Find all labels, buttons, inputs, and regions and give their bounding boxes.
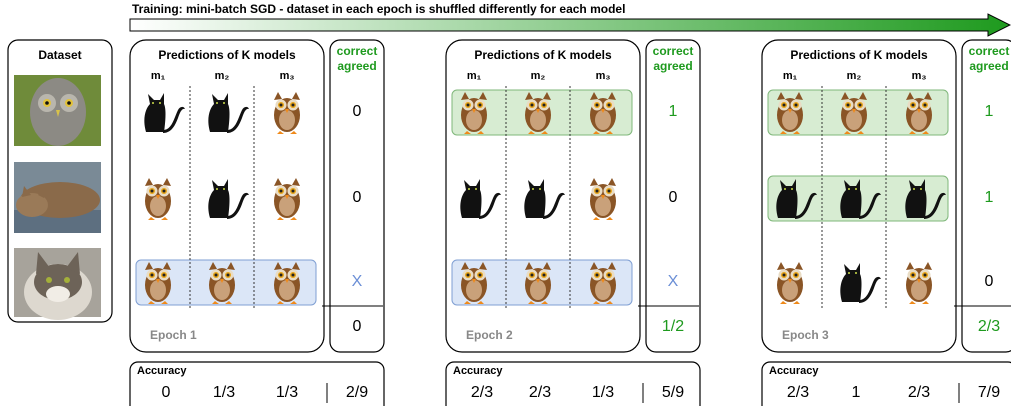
- correct-header: correct: [653, 44, 694, 58]
- dataset-box: [7, 39, 113, 323]
- accuracy-label: Accuracy: [137, 365, 187, 377]
- correct-header: agreed: [653, 59, 692, 73]
- accuracy-overall: 7/9: [978, 384, 1000, 401]
- cat-icon: [208, 179, 249, 219]
- correct-header: agreed: [969, 59, 1008, 73]
- correct-header: correct: [969, 44, 1010, 58]
- cat-icon: [524, 179, 565, 219]
- correct-value: 1: [985, 189, 994, 206]
- cat-icon: [840, 263, 881, 303]
- correct-value: 0: [353, 189, 362, 206]
- model-label: m₂: [531, 70, 546, 82]
- epoch-label: Epoch 1: [150, 328, 197, 342]
- owl-icon: [274, 178, 300, 220]
- accuracy-value: 2/3: [908, 384, 930, 401]
- accuracy-overall: 2/9: [346, 384, 368, 401]
- epoch-label: Epoch 3: [782, 328, 829, 342]
- correct-value: 1: [669, 103, 678, 120]
- accuracy-label: Accuracy: [453, 365, 503, 377]
- owl-icon: [906, 262, 932, 304]
- accuracy-box: [445, 361, 701, 406]
- correct-header: agreed: [337, 59, 376, 73]
- accuracy-overall: 5/9: [662, 384, 684, 401]
- accuracy-value: 2/3: [529, 384, 551, 401]
- correct-box: [645, 39, 701, 353]
- model-label: m₃: [280, 70, 295, 82]
- accuracy-value: 1: [852, 384, 861, 401]
- training-title: Training: mini-batch SGD - dataset in ea…: [132, 2, 625, 16]
- correct-total: 2/3: [978, 318, 1000, 335]
- correct-value: 0: [353, 103, 362, 120]
- accuracy-value: 1/3: [276, 384, 298, 401]
- dataset-label: Dataset: [38, 48, 81, 62]
- epoch-panel: [761, 39, 957, 353]
- owl-icon: [590, 178, 616, 220]
- correct-value: X: [668, 273, 679, 290]
- model-label: m₁: [151, 70, 166, 82]
- accuracy-box: [761, 361, 1011, 406]
- correct-value: 0: [985, 273, 994, 290]
- model-label: m₂: [847, 70, 862, 82]
- correct-value: X: [352, 273, 363, 290]
- cat-photo: [14, 162, 101, 233]
- owl-icon: [777, 262, 803, 304]
- training-arrow: [129, 13, 1011, 37]
- model-label: m₃: [596, 70, 611, 82]
- accuracy-label: Accuracy: [769, 365, 819, 377]
- panel-header: Predictions of K models: [790, 48, 928, 62]
- model-label: m₃: [912, 70, 927, 82]
- correct-box: [329, 39, 385, 353]
- cat-icon: [208, 93, 249, 133]
- accuracy-value: 0: [162, 384, 171, 401]
- correct-box: [961, 39, 1011, 353]
- panel-header: Predictions of K models: [158, 48, 296, 62]
- cat-icon: [144, 93, 185, 133]
- cat-photo: [14, 248, 101, 320]
- panel-header: Predictions of K models: [474, 48, 612, 62]
- correct-header: correct: [337, 44, 378, 58]
- accuracy-value: 1/3: [213, 384, 235, 401]
- model-label: m₁: [467, 70, 482, 82]
- model-label: m₁: [783, 70, 798, 82]
- epoch-label: Epoch 2: [466, 328, 513, 342]
- correct-value: 0: [669, 189, 678, 206]
- owl-icon: [274, 92, 300, 134]
- model-label: m₂: [215, 70, 230, 82]
- accuracy-box: [129, 361, 385, 406]
- accuracy-value: 2/3: [471, 384, 493, 401]
- epoch-panel: [129, 39, 325, 353]
- owl-photo: [14, 75, 101, 146]
- correct-total: 0: [353, 318, 362, 335]
- correct-value: 1: [985, 103, 994, 120]
- owl-icon: [145, 178, 171, 220]
- epoch-panel: [445, 39, 641, 353]
- accuracy-value: 1/3: [592, 384, 614, 401]
- cat-icon: [460, 179, 501, 219]
- correct-total: 1/2: [662, 318, 684, 335]
- accuracy-value: 2/3: [787, 384, 809, 401]
